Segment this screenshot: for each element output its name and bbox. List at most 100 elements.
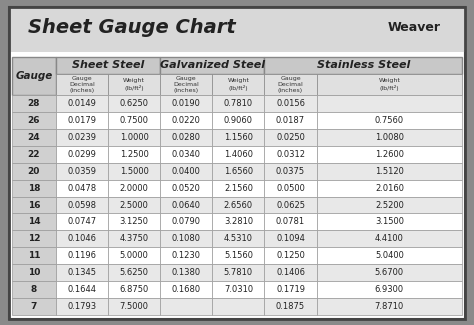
Text: 0.0520: 0.0520 [172,184,201,192]
FancyBboxPatch shape [12,281,56,298]
FancyBboxPatch shape [160,112,212,129]
FancyBboxPatch shape [160,214,212,230]
Text: Galvanized Steel: Galvanized Steel [160,60,265,71]
FancyBboxPatch shape [56,264,108,281]
FancyBboxPatch shape [160,197,212,214]
Text: 0.0239: 0.0239 [67,133,97,142]
FancyBboxPatch shape [56,298,108,315]
FancyBboxPatch shape [317,146,462,162]
Text: 0.7500: 0.7500 [119,116,149,125]
Text: 28: 28 [27,99,40,108]
Text: 16: 16 [27,201,40,210]
Text: 0.1719: 0.1719 [276,285,305,294]
Text: 3.1500: 3.1500 [375,217,404,227]
Text: 0.0280: 0.0280 [172,133,201,142]
FancyBboxPatch shape [108,281,160,298]
FancyBboxPatch shape [108,264,160,281]
Text: 2.5000: 2.5000 [120,201,148,210]
Text: Gauge: Gauge [15,71,53,81]
Text: 4.3750: 4.3750 [119,234,149,243]
FancyBboxPatch shape [264,74,317,95]
Text: 0.0359: 0.0359 [67,167,97,176]
Text: 0.1230: 0.1230 [172,252,201,260]
Text: 2.0000: 2.0000 [120,184,148,192]
FancyBboxPatch shape [212,281,264,298]
Text: 0.0250: 0.0250 [276,133,305,142]
FancyBboxPatch shape [108,247,160,264]
Text: 5.6700: 5.6700 [375,268,404,277]
FancyBboxPatch shape [160,146,212,162]
FancyBboxPatch shape [264,197,317,214]
Text: 0.0312: 0.0312 [276,150,305,159]
Text: 0.0220: 0.0220 [172,116,201,125]
FancyBboxPatch shape [317,230,462,247]
FancyBboxPatch shape [12,129,56,146]
FancyBboxPatch shape [108,74,160,95]
Text: 0.0156: 0.0156 [276,99,305,108]
FancyBboxPatch shape [56,95,108,112]
FancyBboxPatch shape [56,180,108,197]
FancyBboxPatch shape [12,264,56,281]
FancyBboxPatch shape [264,112,317,129]
Text: 5.1560: 5.1560 [224,252,253,260]
Text: 0.0747: 0.0747 [67,217,97,227]
FancyBboxPatch shape [160,129,212,146]
Text: 0.7810: 0.7810 [224,99,253,108]
FancyBboxPatch shape [212,162,264,180]
FancyBboxPatch shape [212,298,264,315]
FancyBboxPatch shape [317,95,462,112]
FancyBboxPatch shape [264,146,317,162]
Text: 0.1250: 0.1250 [276,252,305,260]
Text: 0.1094: 0.1094 [276,234,305,243]
FancyBboxPatch shape [108,146,160,162]
Text: 0.9060: 0.9060 [224,116,253,125]
Text: 8: 8 [31,285,37,294]
FancyBboxPatch shape [212,214,264,230]
Text: 10: 10 [27,268,40,277]
Text: Weight
(lb/ft²): Weight (lb/ft²) [123,78,145,91]
FancyBboxPatch shape [108,95,160,112]
Text: 0.7560: 0.7560 [375,116,404,125]
FancyBboxPatch shape [160,264,212,281]
FancyBboxPatch shape [264,180,317,197]
Text: 1.0000: 1.0000 [120,133,148,142]
Text: 6.8750: 6.8750 [119,285,149,294]
Text: 1.6560: 1.6560 [224,167,253,176]
FancyBboxPatch shape [264,129,317,146]
Text: 26: 26 [27,116,40,125]
FancyBboxPatch shape [56,281,108,298]
FancyBboxPatch shape [108,162,160,180]
FancyBboxPatch shape [9,6,465,318]
FancyBboxPatch shape [160,180,212,197]
Text: 11: 11 [27,252,40,260]
FancyBboxPatch shape [264,162,317,180]
FancyBboxPatch shape [264,214,317,230]
FancyBboxPatch shape [264,281,317,298]
FancyBboxPatch shape [317,298,462,315]
Text: 7.0310: 7.0310 [224,285,253,294]
Text: 2.0160: 2.0160 [375,184,404,192]
FancyBboxPatch shape [12,57,56,95]
FancyBboxPatch shape [317,281,462,298]
Text: 0.0598: 0.0598 [67,201,97,210]
Text: 1.2500: 1.2500 [120,150,148,159]
Text: 0.1196: 0.1196 [67,252,97,260]
Text: 0.0400: 0.0400 [172,167,201,176]
FancyBboxPatch shape [56,112,108,129]
FancyBboxPatch shape [212,180,264,197]
FancyBboxPatch shape [212,197,264,214]
FancyBboxPatch shape [56,230,108,247]
Text: 1.4060: 1.4060 [224,150,253,159]
Text: Gauge
Decimal
(inches): Gauge Decimal (inches) [69,76,95,93]
FancyBboxPatch shape [12,112,56,129]
FancyBboxPatch shape [12,146,56,162]
FancyBboxPatch shape [212,230,264,247]
Text: 20: 20 [27,167,40,176]
FancyBboxPatch shape [12,230,56,247]
FancyBboxPatch shape [56,74,108,95]
Text: Sheet Gauge Chart: Sheet Gauge Chart [28,18,236,37]
Text: 5.0000: 5.0000 [120,252,148,260]
Text: 0.0781: 0.0781 [276,217,305,227]
FancyBboxPatch shape [12,214,56,230]
FancyBboxPatch shape [108,298,160,315]
